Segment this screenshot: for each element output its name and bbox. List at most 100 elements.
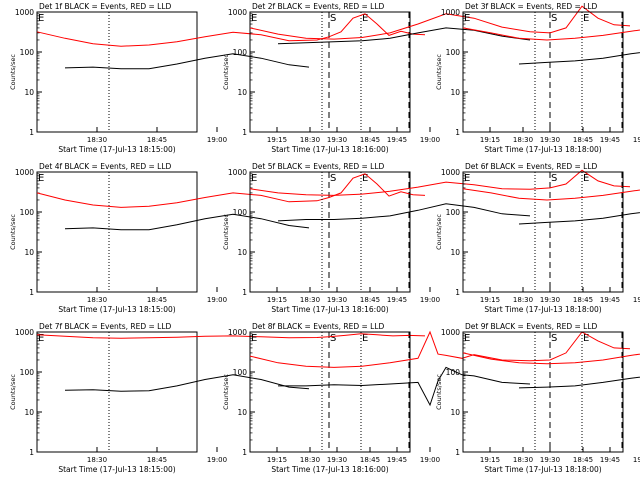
x-tick-label: 19:00 [207,296,227,304]
x-tick-label: 19:00 [420,296,440,304]
event-marker: S [551,333,557,344]
x-tick-label: 18:30 [300,296,320,304]
panel-title: Det 5f BLACK = Events, RED = LLD [252,162,385,171]
x-tick-label: 18:30 [300,456,320,464]
x-tick-label: 18:45 [573,296,593,304]
x-axis-label: Start Time (17-Jul-13 18:16:00) [271,145,388,154]
lld-series-line [36,333,426,339]
events-series-line [277,203,531,222]
x-tick-label: 19:30 [540,456,560,464]
detector-panel-7: Det 7f BLACK = Events, RED = LLD 1 10 100 10… [9,322,426,474]
events-series-line [64,213,310,231]
x-tick-label: 19:45 [387,456,407,464]
x-tick-label: 18:45 [147,456,167,464]
x-tick-label: 18:45 [573,136,593,144]
panel-title: Det 1f BLACK = Events, RED = LLD [39,2,172,11]
events-series-line [277,27,531,45]
y-tick-label: 1 [455,448,460,457]
axes-frame [36,331,198,453]
x-tick-label: 19:00 [420,456,440,464]
x-tick-label: 18:30 [513,456,533,464]
x-tick-label: 19:30 [327,136,347,144]
x-tick-label: 19:45 [600,456,620,464]
x-tick-label: 19:15 [267,296,287,304]
event-marker: E [362,13,368,24]
x-axis-label: Start Time (17-Jul-13 18:15:00) [58,145,175,154]
y-tick-label: 1 [242,128,247,137]
panel-title: Det 4f BLACK = Events, RED = LLD [39,162,172,171]
detector-panel-8: Det 8f BLACK = Events, RED = LLD 1 10 100 10… [222,322,631,474]
y-tick-label: 1000 [228,8,247,17]
x-axis-label: Start Time (17-Jul-13 18:15:00) [58,465,175,474]
event-marker: S [330,333,336,344]
y-tick-label: 1000 [441,8,460,17]
detector-panel-5: Det 5f BLACK = Events, RED = LLD 1 10 100 10… [222,162,631,314]
y-tick-label: 10 [237,248,247,257]
detector-panel-1: Det 1f BLACK = Events, RED = LLD 1 10 100 10… [9,2,426,154]
y-tick-label: 100 [20,48,35,57]
y-tick-label: 10 [450,248,460,257]
event-marker: S [551,173,557,184]
event-marker: S [551,13,557,24]
x-tick-label: 18:45 [360,136,380,144]
x-tick-label: 18:30 [87,296,107,304]
event-marker: E [362,333,368,344]
y-tick-label: 1 [29,128,34,137]
x-tick-label: 19:30 [327,456,347,464]
y-tick-label: 1 [242,448,247,457]
x-tick-label: 19:15 [267,136,287,144]
lld-series-line [462,188,640,201]
y-tick-label: 1 [455,128,460,137]
events-series-line [518,52,640,65]
y-tick-label: 1000 [441,328,460,337]
events-series-line [278,366,531,407]
detector-panel-2: Det 2f BLACK = Events, RED = LLD 1 10 100 10… [222,2,631,154]
y-tick-label: 100 [20,208,35,217]
panel-title: Det 7f BLACK = Events, RED = LLD [39,322,172,331]
x-tick-label: 19:30 [540,136,560,144]
x-tick-label: 18:45 [360,456,380,464]
x-axis-label: Start Time (17-Jul-13 18:18:00) [484,305,601,314]
detector-panel-9: Det 9f BLACK = Events, RED = LLD 1 10 100 10… [435,322,640,474]
x-tick-label: 19:00 [633,296,640,304]
events-series-line [64,374,310,392]
x-tick-label: 19:45 [387,296,407,304]
x-tick-label: 19:15 [267,456,287,464]
x-tick-label: 18:30 [87,456,107,464]
y-axis-label: Counts/sec [222,54,230,90]
event-marker: S [330,173,336,184]
x-tick-label: 19:15 [480,136,500,144]
lld-series-line [462,27,640,41]
y-axis-label: Counts/sec [9,214,17,250]
event-marker: E [464,13,470,24]
axes-frame [462,331,624,453]
x-tick-label: 19:45 [600,296,620,304]
y-axis-label: Counts/sec [222,214,230,250]
panel-title: Det 8f BLACK = Events, RED = LLD [252,322,385,331]
event-marker: E [38,173,44,184]
panel-title: Det 6f BLACK = Events, RED = LLD [465,162,598,171]
x-tick-label: 18:45 [147,136,167,144]
panel-title: Det 9f BLACK = Events, RED = LLD [465,322,598,331]
event-marker: S [330,13,336,24]
x-tick-label: 18:30 [513,136,533,144]
event-marker: E [38,13,44,24]
y-axis-label: Counts/sec [435,214,443,250]
y-tick-label: 10 [450,408,460,417]
x-tick-label: 18:45 [360,296,380,304]
x-axis-label: Start Time (17-Jul-13 18:16:00) [271,465,388,474]
lld-series-line [36,173,426,208]
y-tick-label: 1 [455,288,460,297]
axes-frame [249,331,411,453]
x-tick-label: 18:30 [87,136,107,144]
axes-frame [462,11,624,133]
x-tick-label: 19:45 [600,136,620,144]
x-axis-label: Start Time (17-Jul-13 18:15:00) [58,305,175,314]
y-tick-label: 100 [233,208,248,217]
y-tick-label: 1000 [15,168,34,177]
y-tick-label: 1000 [15,8,34,17]
y-tick-label: 100 [233,48,248,57]
y-tick-label: 1 [29,288,34,297]
x-tick-label: 18:45 [147,296,167,304]
event-marker: E [251,173,257,184]
